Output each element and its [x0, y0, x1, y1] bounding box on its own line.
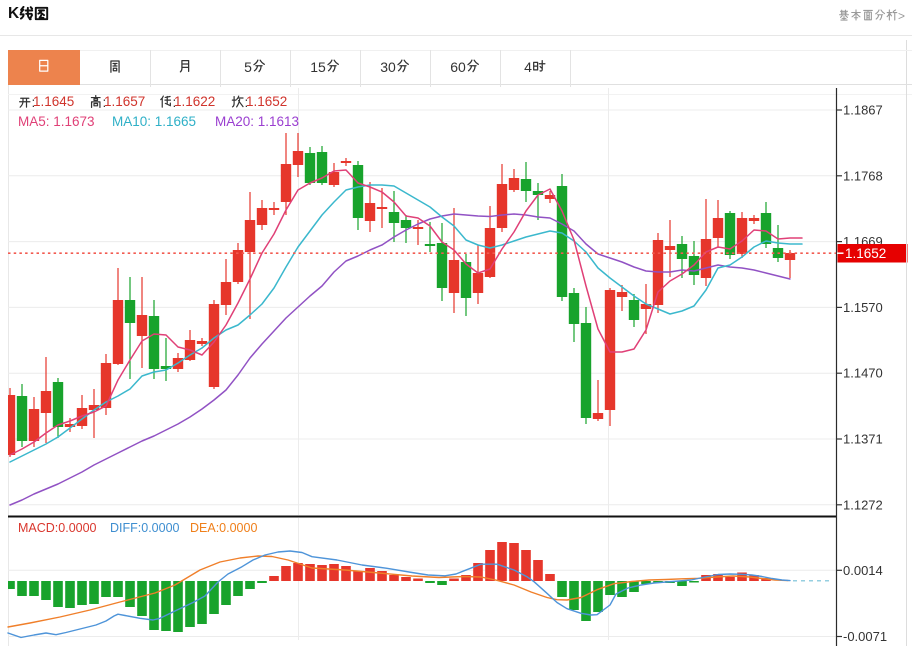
svg-text:1.1470: 1.1470	[843, 366, 883, 381]
svg-text:1.1768: 1.1768	[843, 168, 883, 183]
svg-text:1.1867: 1.1867	[843, 103, 883, 118]
svg-text:1.1570: 1.1570	[843, 300, 883, 315]
svg-text:1.1652: 1.1652	[845, 246, 886, 261]
svg-text:0.0014: 0.0014	[843, 563, 883, 578]
svg-text:1.1371: 1.1371	[843, 432, 883, 447]
svg-text:1.1272: 1.1272	[843, 497, 883, 512]
svg-text:-0.0071: -0.0071	[843, 629, 887, 644]
